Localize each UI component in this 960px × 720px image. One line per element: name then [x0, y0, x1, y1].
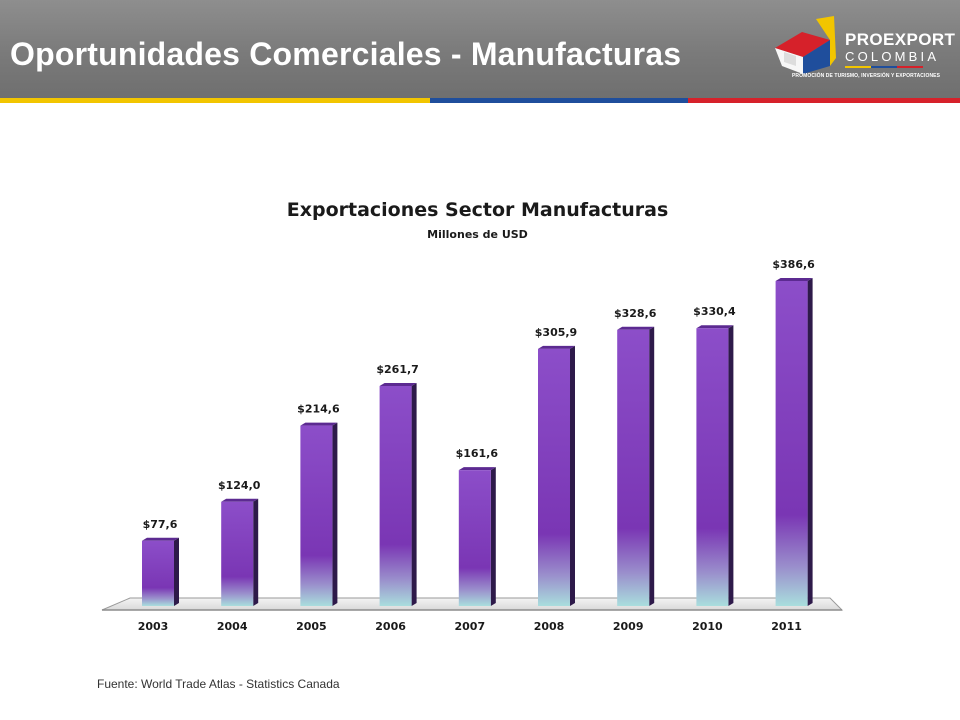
bar-top-2003	[142, 537, 179, 541]
x-tick-label-2004: 2004	[217, 620, 248, 633]
logo-country: COLOMBIA	[845, 49, 940, 64]
value-label-2010: $330,4	[693, 305, 736, 318]
chart-subtitle: Millones de USD	[427, 228, 528, 241]
bar-top-2009	[617, 326, 655, 330]
bar-side-2009	[649, 326, 655, 606]
bar-side-2007	[490, 467, 496, 606]
flag-stripe-blue	[430, 98, 688, 103]
x-tick-label-2010: 2010	[692, 620, 723, 633]
value-label-2004: $124,0	[218, 479, 261, 492]
logo-house-icon	[775, 16, 836, 74]
bar-2003	[142, 540, 174, 606]
value-label-2007: $161,6	[456, 447, 499, 460]
bar-2005	[300, 425, 333, 606]
page-title: Oportunidades Comerciales - Manufacturas	[10, 36, 682, 72]
source-note: Fuente: World Trade Atlas - Statistics C…	[97, 677, 340, 691]
bar-2006	[379, 385, 412, 606]
logo-red-line	[897, 66, 923, 68]
bar-2008	[538, 348, 570, 606]
header-bar: Oportunidades Comerciales - Manufacturas…	[0, 0, 960, 98]
bar-2007	[458, 470, 491, 606]
bar-top-2008	[538, 345, 575, 349]
logo-blue-line	[871, 66, 897, 68]
value-label-2008: $305,9	[535, 326, 577, 339]
bar-top-2007	[458, 467, 496, 471]
bar-side-2011	[807, 278, 813, 606]
bar-side-2008	[570, 345, 575, 606]
value-label-2006: $261,7	[376, 363, 418, 376]
x-tick-label-2003: 2003	[138, 620, 169, 633]
bars-group: $77,6 2003 $124,0 2004 $214,6 2005 $261,7 2006 $…	[138, 258, 815, 633]
bar-2009	[617, 329, 650, 606]
bar-top-2006	[379, 382, 417, 386]
x-tick-label-2006: 2006	[375, 620, 406, 633]
value-label-2009: $328,6	[614, 307, 657, 320]
bar-top-2004	[221, 498, 259, 502]
bar-top-2005	[300, 422, 338, 426]
x-tick-label-2008: 2008	[534, 620, 565, 633]
bar-side-2003	[174, 537, 179, 606]
bar-side-2006	[411, 382, 417, 606]
value-label-2005: $214,6	[297, 403, 340, 416]
flag-stripe-red	[688, 98, 960, 103]
bar-top-2010	[696, 325, 734, 329]
chart-title: Exportaciones Sector Manufacturas	[286, 199, 669, 221]
x-tick-label-2007: 2007	[454, 620, 485, 633]
x-tick-label-2011: 2011	[771, 620, 802, 633]
logo-name: PROEXPORT	[845, 30, 956, 49]
x-tick-label-2009: 2009	[613, 620, 644, 633]
logo-yellow-line	[845, 66, 871, 68]
logo-tagline: PROMOCIÓN DE TURISMO, INVERSIÓN Y EXPORT…	[792, 73, 941, 79]
value-label-2003: $77,6	[143, 518, 178, 531]
bar-2011	[775, 281, 808, 606]
bar-side-2004	[253, 498, 259, 606]
flag-stripe-yellow	[0, 98, 430, 103]
bar-side-2010	[728, 325, 734, 606]
x-tick-label-2005: 2005	[296, 620, 327, 633]
proexport-logo: PROEXPORT COLOMBIA PROMOCIÓN DE TURISMO,…	[772, 14, 956, 86]
bar-2004	[221, 501, 254, 606]
value-label-2011: $386,6	[772, 258, 815, 271]
bar-top-2011	[775, 278, 813, 281]
bar-2010	[696, 328, 729, 606]
bar-side-2005	[332, 422, 338, 606]
